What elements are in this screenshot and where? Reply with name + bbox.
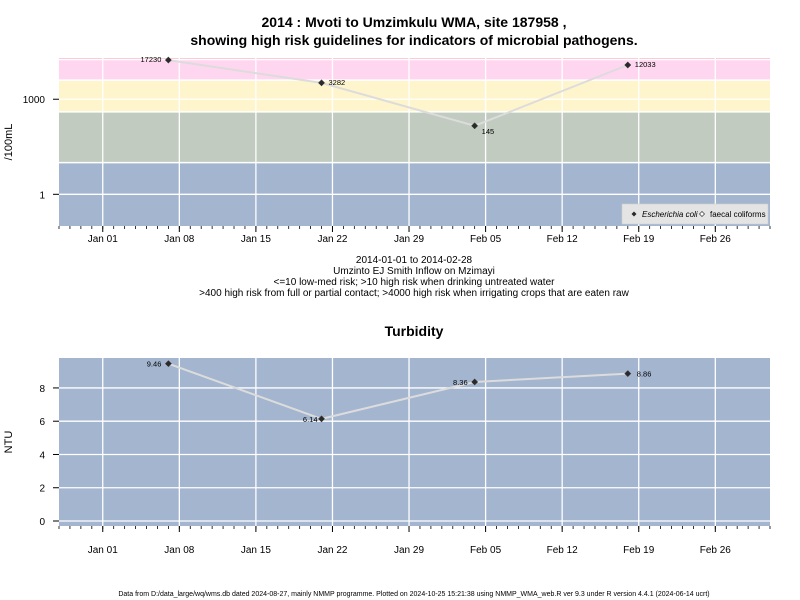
x-tick-label: Jan 08 xyxy=(164,234,194,245)
data-point xyxy=(471,122,479,130)
x-tick-label: Jan 29 xyxy=(394,234,424,245)
x-tick-label: Jan 01 xyxy=(88,545,118,556)
caption-contact-risk: >400 high risk from full or partial cont… xyxy=(199,288,629,299)
footer-note: Data from D:/data_large/wq/wms.db dated … xyxy=(118,591,709,598)
caption-date-range: 2014-01-01 to 2014-02-28 xyxy=(356,255,473,266)
legend-label-faecal: faecal coliforms xyxy=(710,210,766,219)
x-tick-label: Jan 15 xyxy=(241,234,271,245)
data-point xyxy=(624,370,632,378)
data-label: 6.14 xyxy=(303,415,318,424)
data-label: 12033 xyxy=(635,60,656,69)
y-axis-label: NTU xyxy=(3,431,15,454)
y-tick-label: 0 xyxy=(39,517,45,528)
y-tick-label: 8 xyxy=(39,384,45,395)
data-point xyxy=(164,360,172,368)
chart-title-line-2: showing high risk guidelines for indicat… xyxy=(190,32,637,48)
panel-title: Turbidity xyxy=(385,323,444,339)
data-point xyxy=(471,378,479,386)
x-tick-label: Feb 26 xyxy=(700,234,732,245)
y-tick-label: 2 xyxy=(39,484,45,495)
legend-label-ecoli: Escherichia coli xyxy=(642,210,698,219)
risk-band-blue xyxy=(59,358,770,526)
legend: Escherichia coli faecal coliforms xyxy=(621,203,769,225)
legend-box xyxy=(621,203,769,225)
legend-marker-ecoli xyxy=(631,211,637,217)
series-line xyxy=(168,59,629,127)
x-tick-label: Feb 12 xyxy=(547,234,579,245)
data-label: 8.86 xyxy=(637,370,652,379)
caption-site: Umzinto EJ Smith Inflow on Mzimayi xyxy=(333,266,495,277)
x-tick-label: Feb 26 xyxy=(700,545,732,556)
data-point xyxy=(317,415,326,423)
data-point xyxy=(164,56,172,64)
y-tick-label: 4 xyxy=(39,450,45,461)
series-line xyxy=(168,362,628,420)
x-tick-label: Jan 01 xyxy=(88,234,118,245)
x-tick-label: Feb 19 xyxy=(623,234,655,245)
x-tick-label: Feb 19 xyxy=(623,545,655,556)
risk-band-yellow xyxy=(59,80,770,112)
data-point xyxy=(317,79,326,87)
risk-band-sage xyxy=(59,111,770,163)
turbidity-panel: Jan 01 Jan 08 Jan 15 Jan 22 Jan 29 Feb 05 Feb … xyxy=(3,323,771,556)
caption-drinking-risk: <=10 low-med risk; >10 high risk when dr… xyxy=(274,277,556,288)
data-label: 17230 xyxy=(141,55,162,64)
x-tick-label: Jan 08 xyxy=(164,545,194,556)
data-label: 9.46 xyxy=(147,360,162,369)
data-point xyxy=(624,61,632,69)
data-label: 8.36 xyxy=(453,378,468,387)
x-tick-label: Jan 29 xyxy=(394,545,424,556)
y-tick-label: 6 xyxy=(39,417,45,428)
y-axis-label: /100mL xyxy=(3,124,15,161)
ecoli-panel: Jan 01 Jan 08 Jan 15 Jan 22 Jan 29 Feb 05 Feb … xyxy=(3,55,771,245)
x-tick-label: Jan 15 xyxy=(241,545,271,556)
data-label: 3282 xyxy=(329,78,346,87)
x-tick-label: Feb 12 xyxy=(547,545,579,556)
x-tick-label: Jan 22 xyxy=(317,234,347,245)
risk-band-pink xyxy=(59,59,770,81)
chart-title-line-1: 2014 : Mvoti to Umzimkulu WMA, site 1879… xyxy=(262,14,567,30)
x-tick-label: Feb 05 xyxy=(470,234,502,245)
legend-marker-faecal xyxy=(699,211,705,217)
y-tick-label: 1000 xyxy=(23,95,46,106)
x-tick-label: Feb 05 xyxy=(470,545,502,556)
data-label: 145 xyxy=(482,127,495,136)
y-tick-label: 1 xyxy=(39,190,45,201)
x-tick-label: Jan 22 xyxy=(317,545,347,556)
